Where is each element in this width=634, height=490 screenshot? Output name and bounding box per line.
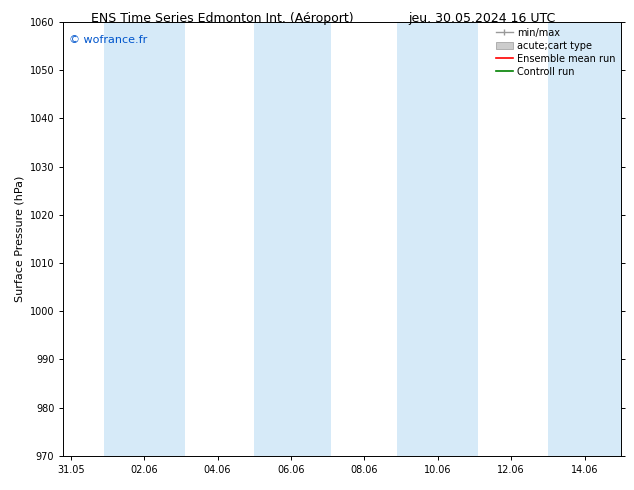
Bar [254, 22, 332, 456]
Text: ENS Time Series Edmonton Int. (Aéroport): ENS Time Series Edmonton Int. (Aéroport) [91, 12, 353, 25]
Y-axis label: Surface Pressure (hPa): Surface Pressure (hPa) [14, 176, 24, 302]
Bar [104, 22, 184, 456]
Legend: min/max, acute;cart type, Ensemble mean run, Controll run: min/max, acute;cart type, Ensemble mean … [492, 24, 619, 80]
Text: © wofrance.fr: © wofrance.fr [69, 35, 147, 45]
Text: jeu. 30.05.2024 16 UTC: jeu. 30.05.2024 16 UTC [408, 12, 555, 25]
Bar [548, 22, 629, 456]
Bar [398, 22, 478, 456]
